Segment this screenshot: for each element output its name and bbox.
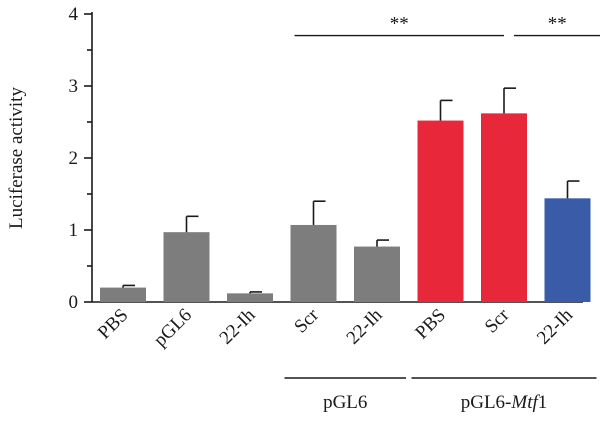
group-label: pGL6-Mtf1 <box>461 392 548 413</box>
y-tick-label: 3 <box>69 76 79 97</box>
x-tick-label: Scr <box>290 304 323 337</box>
bar <box>417 120 464 302</box>
category-labels: PBS pGL6 22-Ih Scr 22-Ih PBS Scr 22-Ih <box>94 304 578 351</box>
x-tick-label: 22-Ih <box>343 304 387 348</box>
x-tick-label: PBS <box>94 305 133 344</box>
x-tick-label: 22-Ih <box>216 304 260 348</box>
bar <box>290 224 337 302</box>
bar <box>100 287 146 302</box>
significance-label: ** <box>390 14 409 35</box>
y-tick-label: 1 <box>69 220 79 241</box>
x-tick-label: 22-Ih <box>533 304 577 348</box>
significance-brackets: ** ** <box>294 14 600 37</box>
bar <box>354 246 400 302</box>
significance-label: ** <box>548 14 567 35</box>
y-axis-title: Luciferase activity <box>6 87 27 229</box>
bar <box>544 198 591 302</box>
group-label: pGL6 <box>323 392 367 413</box>
y-tick-label: 2 <box>69 148 79 169</box>
error-bars <box>122 87 580 294</box>
y-ticks: 0 1 2 3 4 <box>69 4 92 313</box>
bar <box>163 232 210 302</box>
x-tick-label: Scr <box>481 304 514 337</box>
group-brackets: pGL6 pGL6-Mtf1 <box>284 377 597 413</box>
x-tick-label: pGL6 <box>150 305 196 351</box>
bars <box>100 113 591 302</box>
bar <box>481 113 527 302</box>
bar <box>227 293 273 302</box>
y-tick-label: 0 <box>69 292 79 313</box>
y-tick-label: 4 <box>69 4 79 25</box>
x-tick-label: PBS <box>411 305 450 344</box>
